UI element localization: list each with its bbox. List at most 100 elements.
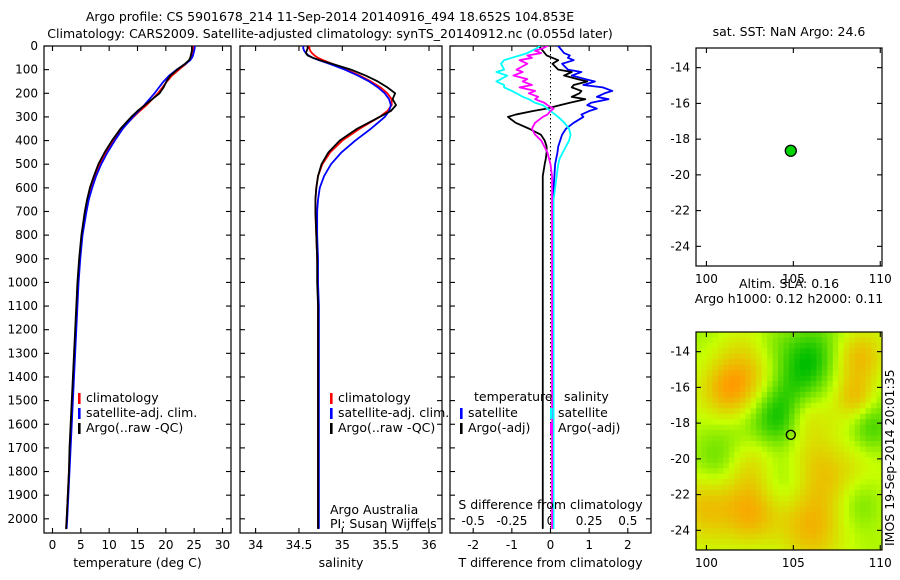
page-title: Argo profile: CS 5901678_214 11-Sep-2014… [0, 8, 660, 42]
y-tick-label: 1500 [7, 394, 38, 408]
x-tick-label: 100 [695, 272, 718, 286]
legend-diff-salinity-label: satellite [558, 405, 608, 420]
y-tick-label: 900 [15, 252, 38, 266]
y-tick-label: -22 [670, 204, 690, 218]
y-tick-label: 1900 [7, 488, 38, 502]
plot-frame [695, 47, 883, 267]
plot-frame [239, 45, 443, 534]
series-line-argo-raw-qc- [304, 46, 397, 530]
y-tick-label: -22 [670, 488, 690, 502]
y-tick-label: 400 [15, 134, 38, 148]
salinity-plot[interactable]: 34 34.5 35 35.5 36 salinity climatologysatelli… [234, 40, 456, 580]
legend-diff-salinity-swatch [550, 408, 553, 419]
x-axis-label: temperature (deg C) [73, 555, 202, 570]
credit-line-2: PI: Susan Wijffels [330, 516, 437, 531]
series-line-temperature-argo-adj- [507, 46, 589, 530]
x-tick-label-bottom: 1 [585, 538, 593, 552]
legend-group-salinity: salinity [564, 389, 609, 404]
y-tick-label: 1700 [7, 441, 38, 455]
y-tick-label: 300 [15, 110, 38, 124]
y-tick-label: 1100 [7, 299, 38, 313]
legend-temperature-label: satellite-adj. clim. [86, 405, 197, 420]
x-tick-label: 36 [421, 538, 436, 552]
y-tick-label: 1400 [7, 370, 38, 384]
x-tick-label: 105 [782, 272, 805, 286]
series-line-argo-raw-qc- [65, 46, 193, 530]
x-tick-label: 110 [869, 556, 892, 570]
x-tick-label-top: 0.5 [618, 514, 637, 528]
profile-location-marker[interactable] [784, 144, 797, 157]
sst-map-plot[interactable]: sat. SST: NaN Argo: 24.6 100 105 110 -14 -16 -… [660, 4, 900, 324]
difference-plot[interactable]: -2 -1 0 1 2 -0.5 -0.25 0 0.25 0.5 T difference fro… [444, 40, 659, 580]
salinity-profile-panel[interactable]: 34 34.5 35 35.5 36 salinity climatology satelli… [234, 40, 456, 580]
temperature-profile-panel[interactable]: 0 100 200 300 400 500 600 700 800 900 1000 1100 1200… [0, 39, 250, 580]
x-tick-label: 34.5 [286, 538, 313, 552]
x-tick-label-top: 0 [547, 514, 555, 528]
plot-frame [43, 45, 232, 534]
y-tick-label: -20 [670, 168, 690, 182]
x-tick-label: 100 [695, 556, 718, 570]
y-tick-label: -24 [670, 523, 690, 537]
x-tick-label: 0 [49, 538, 57, 552]
sla-field [696, 332, 882, 550]
legend-group-temperature: temperature [474, 389, 553, 404]
y-tick-label: -18 [670, 132, 690, 146]
y-tick-label: 1300 [7, 346, 38, 360]
legend-diff-temperature-swatch [460, 423, 463, 434]
y-tick-label: 500 [15, 157, 38, 171]
x-tick-label-bottom: -1 [506, 538, 518, 552]
y-tick-label: 600 [15, 181, 38, 195]
legend-salinity-label: Argo(..raw -QC) [338, 420, 435, 435]
y-tick-label: -20 [670, 452, 690, 466]
x-tick-label: 20 [158, 538, 173, 552]
series-line-salinity-argo-adj- [512, 46, 555, 530]
argo-heights-label: Argo h1000: 0.12 h2000: 0.11 [695, 291, 884, 306]
x-tick-label: 110 [869, 272, 892, 286]
legend-diff-salinity-swatch [550, 423, 553, 434]
y-tick-label: 700 [15, 204, 38, 218]
legend-temperature-swatch [78, 393, 81, 404]
y-tick-label: -16 [670, 380, 690, 394]
y-tick-label: 1800 [7, 465, 38, 479]
profile-location-marker[interactable] [785, 429, 796, 440]
legend-diff-temperature-label: Argo(-adj) [468, 420, 530, 435]
x-tick-label: 15 [130, 538, 145, 552]
temperature-plot[interactable]: 0 100 200 300 400 500 600 700 800 900 1000 1100 1200… [0, 39, 250, 580]
sst-map-panel[interactable]: sat. SST: NaN Argo: 24.6 100 105 110 -14 -16 -… [660, 4, 900, 324]
y-tick-label: 100 [15, 63, 38, 77]
x-tick-label: 5 [77, 538, 85, 552]
altimetry-sla-label: Altim. SLA: 0.16 [739, 276, 839, 291]
y-tick-label: -24 [670, 239, 690, 253]
sla-map-panel[interactable]: 100 105 110 -14 -16 -18 -20 -22 -24 IMOS 19-Sep-2… [660, 324, 900, 580]
y-tick-label: -16 [670, 96, 690, 110]
x-tick-label-top: 0.25 [576, 514, 603, 528]
y-tick-label: 1200 [7, 323, 38, 337]
legend-salinity-label: satellite-adj. clim. [338, 405, 449, 420]
x-axis-label-bottom: T difference from climatology [457, 555, 643, 570]
x-tick-label: 35 [335, 538, 350, 552]
sst-map-title: sat. SST: NaN Argo: 24.6 [713, 24, 866, 39]
sla-map-plot[interactable]: 100 105 110 -14 -16 -18 -20 -22 -24 IMOS 19-Sep-2… [660, 324, 900, 580]
legend-diff-temperature-swatch [460, 408, 463, 419]
x-tick-label-top: -0.5 [461, 514, 484, 528]
y-tick-label: 200 [15, 86, 38, 100]
legend-diff-temperature-label: satellite [468, 405, 518, 420]
x-tick-label: 10 [102, 538, 117, 552]
y-tick-label: 1600 [7, 417, 38, 431]
imos-timestamp: IMOS 19-Sep-2014 20:01:35 [882, 369, 897, 546]
legend-temperature-swatch [78, 408, 81, 419]
legend-salinity-swatch [330, 423, 333, 434]
y-tick-label: 1000 [7, 275, 38, 289]
x-axis-label-top: S difference from climatology [458, 497, 643, 512]
legend-temperature-label: climatology [86, 390, 159, 405]
difference-profile-panel[interactable]: -2 -1 0 1 2 -0.5 -0.25 0 0.25 0.5 T difference fro… [444, 40, 659, 580]
y-tick-label: 800 [15, 228, 38, 242]
credit-line-1: Argo Australia [330, 502, 418, 517]
x-tick-label: 25 [187, 538, 202, 552]
x-tick-label-top: -0.25 [496, 514, 527, 528]
title-line-2: Climatology: CARS2009. Satellite-adjuste… [47, 26, 613, 41]
series-line-salinity-satellite [495, 46, 572, 530]
y-tick-label: 2000 [7, 512, 38, 526]
x-tick-label: 30 [215, 538, 230, 552]
legend-diff-salinity-label: Argo(-adj) [558, 420, 620, 435]
